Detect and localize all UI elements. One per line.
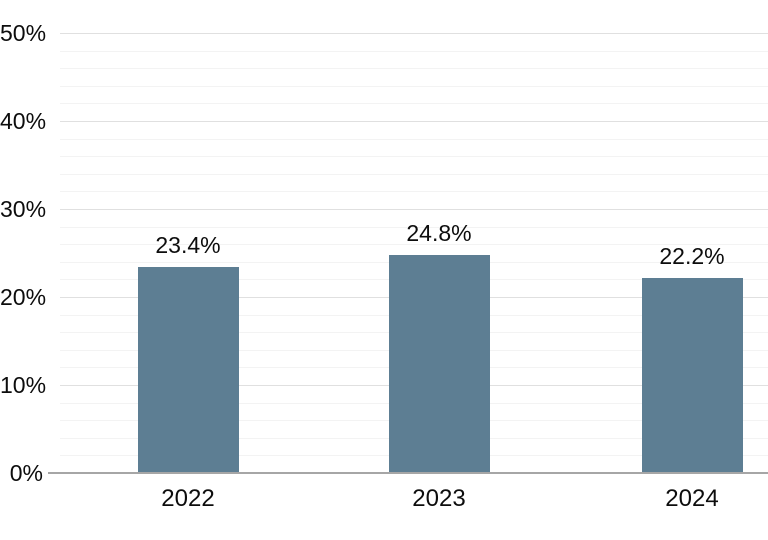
bar-2023 [388,254,490,472]
y-axis-tick-label: 40% [0,108,47,134]
y-axis-tick-label: 50% [0,20,47,46]
bar-2022 [137,267,239,472]
minor-gridline [60,138,768,140]
major-gridline [60,33,768,34]
minor-gridline [60,191,768,193]
y-axis-tick-label: 10% [0,372,47,398]
minor-gridline [60,156,768,158]
y-axis-tick-label: 20% [0,284,47,310]
bar-value-label: 23.4% [155,232,221,259]
bar-2024 [641,277,743,472]
bar-value-label: 22.2% [659,242,725,269]
minor-gridline [60,68,768,70]
y-axis-tick-label: 30% [0,196,47,222]
x-axis-tick-label: 2024 [665,485,719,512]
minor-gridline [60,244,768,246]
x-axis-tick-label: 2022 [161,485,215,512]
major-gridline [60,121,768,122]
minor-gridline [60,50,768,52]
minor-gridline [60,173,768,175]
major-gridline [60,209,768,210]
x-axis-line [48,472,768,474]
minor-gridline [60,85,768,87]
x-axis-tick-label: 2023 [412,485,466,512]
minor-gridline [60,103,768,105]
minor-gridline [60,226,768,228]
y-axis-tick-label: 0% [9,460,43,486]
bar-value-label: 24.8% [406,219,472,246]
